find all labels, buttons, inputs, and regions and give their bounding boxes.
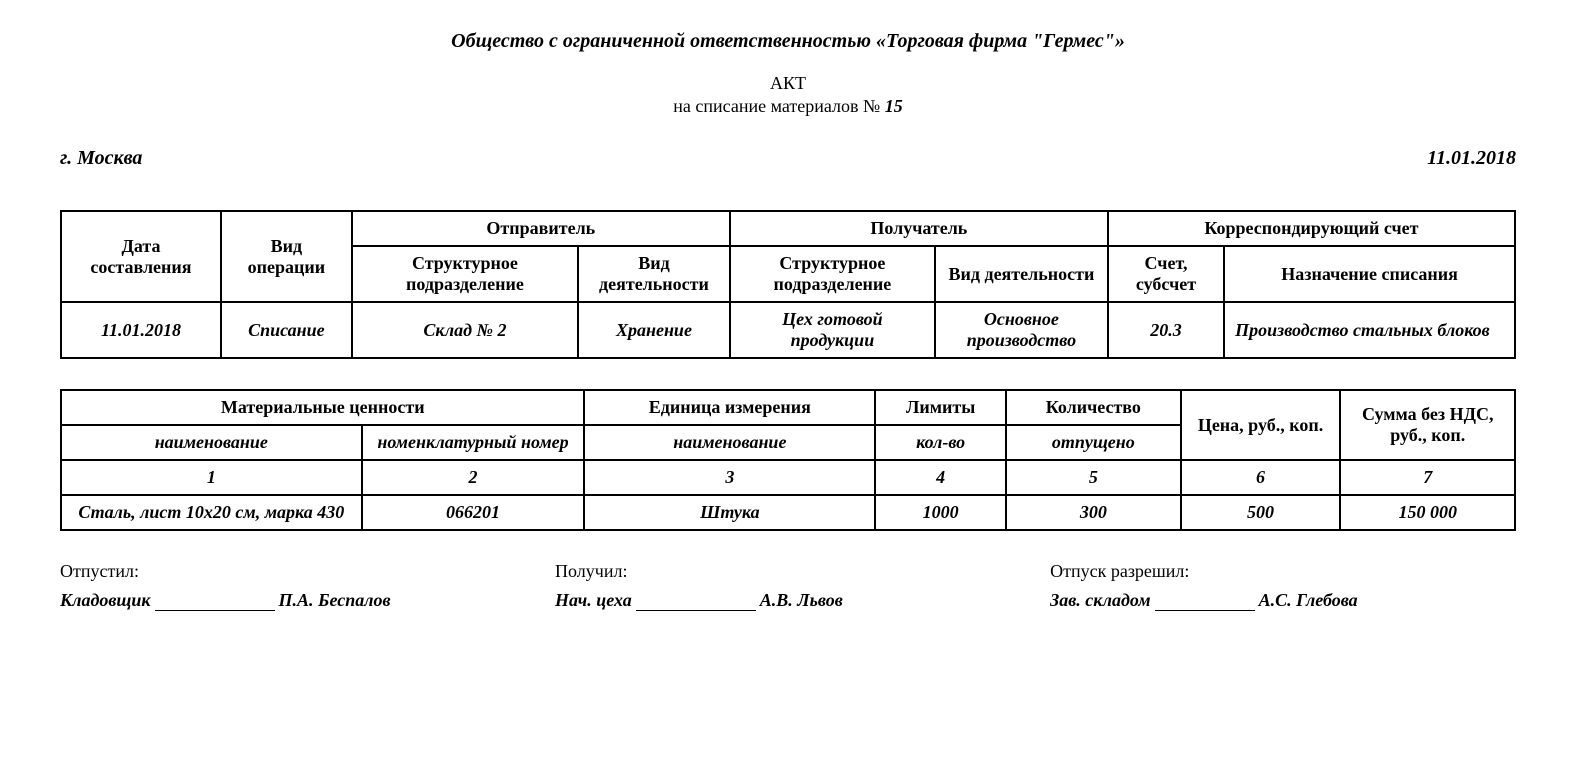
td-item-qty: 300 bbox=[1006, 495, 1180, 530]
td-sender-activity: Хранение bbox=[578, 302, 730, 358]
colnum-3: 3 bbox=[584, 460, 875, 495]
th-sum: Сумма без НДС, руб., коп. bbox=[1340, 390, 1515, 460]
th-op-type: Вид операции bbox=[221, 211, 352, 302]
td-date: 11.01.2018 bbox=[61, 302, 221, 358]
received-label: Получил: bbox=[555, 561, 1021, 582]
colnum-2: 2 bbox=[362, 460, 585, 495]
signature-released: Отпустил: Кладовщик П.А. Беспалов bbox=[60, 561, 526, 611]
td-item-nomenclature: 066201 bbox=[362, 495, 585, 530]
city: г. Москва bbox=[60, 147, 142, 170]
org-name: Общество с ограниченной ответственностью… bbox=[60, 30, 1516, 53]
td-item-limits: 1000 bbox=[875, 495, 1006, 530]
th-sender-unit: Структурное подразделение bbox=[352, 246, 578, 302]
city-date-row: г. Москва 11.01.2018 bbox=[60, 147, 1516, 170]
th-recipient: Получатель bbox=[730, 211, 1108, 246]
td-account: 20.3 bbox=[1108, 302, 1224, 358]
th-limits-qty: кол-во bbox=[875, 425, 1006, 460]
items-table: Материальные ценности Единица измерения … bbox=[60, 389, 1516, 531]
th-sender-activity: Вид деятельности bbox=[578, 246, 730, 302]
th-unit-name: наименование bbox=[584, 425, 875, 460]
released-label: Отпустил: bbox=[60, 561, 526, 582]
th-nomenclature: номенклатурный номер bbox=[362, 425, 585, 460]
received-role: Нач. цеха bbox=[555, 590, 632, 610]
th-unit: Единица измерения bbox=[584, 390, 875, 425]
header-table: Дата составления Вид операции Отправител… bbox=[60, 210, 1516, 359]
colnum-1: 1 bbox=[61, 460, 362, 495]
td-op-type: Списание bbox=[221, 302, 352, 358]
td-recipient-unit: Цех готовой продукции bbox=[730, 302, 935, 358]
td-sender-unit: Склад № 2 bbox=[352, 302, 578, 358]
th-recipient-activity: Вид деятельности bbox=[935, 246, 1108, 302]
colnum-5: 5 bbox=[1006, 460, 1180, 495]
th-recipient-unit: Структурное подразделение bbox=[730, 246, 935, 302]
approved-name: А.С. Глебова bbox=[1259, 590, 1358, 610]
released-role: Кладовщик bbox=[60, 590, 151, 610]
td-item-price: 500 bbox=[1181, 495, 1341, 530]
colnum-4: 4 bbox=[875, 460, 1006, 495]
approved-label: Отпуск разрешил: bbox=[1050, 561, 1516, 582]
td-item-name: Сталь, лист 10х20 см, марка 430 bbox=[61, 495, 362, 530]
th-price: Цена, руб., коп. bbox=[1181, 390, 1341, 460]
colnum-6: 6 bbox=[1181, 460, 1341, 495]
th-released: отпущено bbox=[1006, 425, 1180, 460]
th-name: наименование bbox=[61, 425, 362, 460]
td-item-sum: 150 000 bbox=[1340, 495, 1515, 530]
received-name: А.В. Львов bbox=[760, 590, 843, 610]
doc-subtitle: на списание материалов № 15 bbox=[60, 96, 1516, 117]
signature-received: Получил: Нач. цеха А.В. Львов bbox=[555, 561, 1021, 611]
subtitle-prefix: на списание материалов № bbox=[673, 96, 880, 116]
th-materials: Материальные ценности bbox=[61, 390, 584, 425]
signature-approved: Отпуск разрешил: Зав. складом А.С. Глебов… bbox=[1050, 561, 1516, 611]
subtitle-number: 15 bbox=[885, 96, 903, 116]
th-limits: Лимиты bbox=[875, 390, 1006, 425]
th-purpose: Назначение списания bbox=[1224, 246, 1515, 302]
signature-line bbox=[155, 610, 275, 611]
th-sender: Отправитель bbox=[352, 211, 730, 246]
th-date: Дата составления bbox=[61, 211, 221, 302]
colnum-7: 7 bbox=[1340, 460, 1515, 495]
th-account: Счет, субсчет bbox=[1108, 246, 1224, 302]
signature-line bbox=[1155, 610, 1255, 611]
approved-role: Зав. складом bbox=[1050, 590, 1151, 610]
date: 11.01.2018 bbox=[1427, 147, 1516, 170]
td-item-unit: Штука bbox=[584, 495, 875, 530]
signature-line bbox=[636, 610, 756, 611]
td-recipient-activity: Основное производство bbox=[935, 302, 1108, 358]
th-corr-account: Корреспондирующий счет bbox=[1108, 211, 1515, 246]
td-purpose: Производство стальных блоков bbox=[1224, 302, 1515, 358]
th-qty: Количество bbox=[1006, 390, 1180, 425]
doc-title: АКТ bbox=[60, 73, 1516, 94]
released-name: П.А. Беспалов bbox=[279, 590, 391, 610]
signatures: Отпустил: Кладовщик П.А. Беспалов Получил… bbox=[60, 561, 1516, 611]
